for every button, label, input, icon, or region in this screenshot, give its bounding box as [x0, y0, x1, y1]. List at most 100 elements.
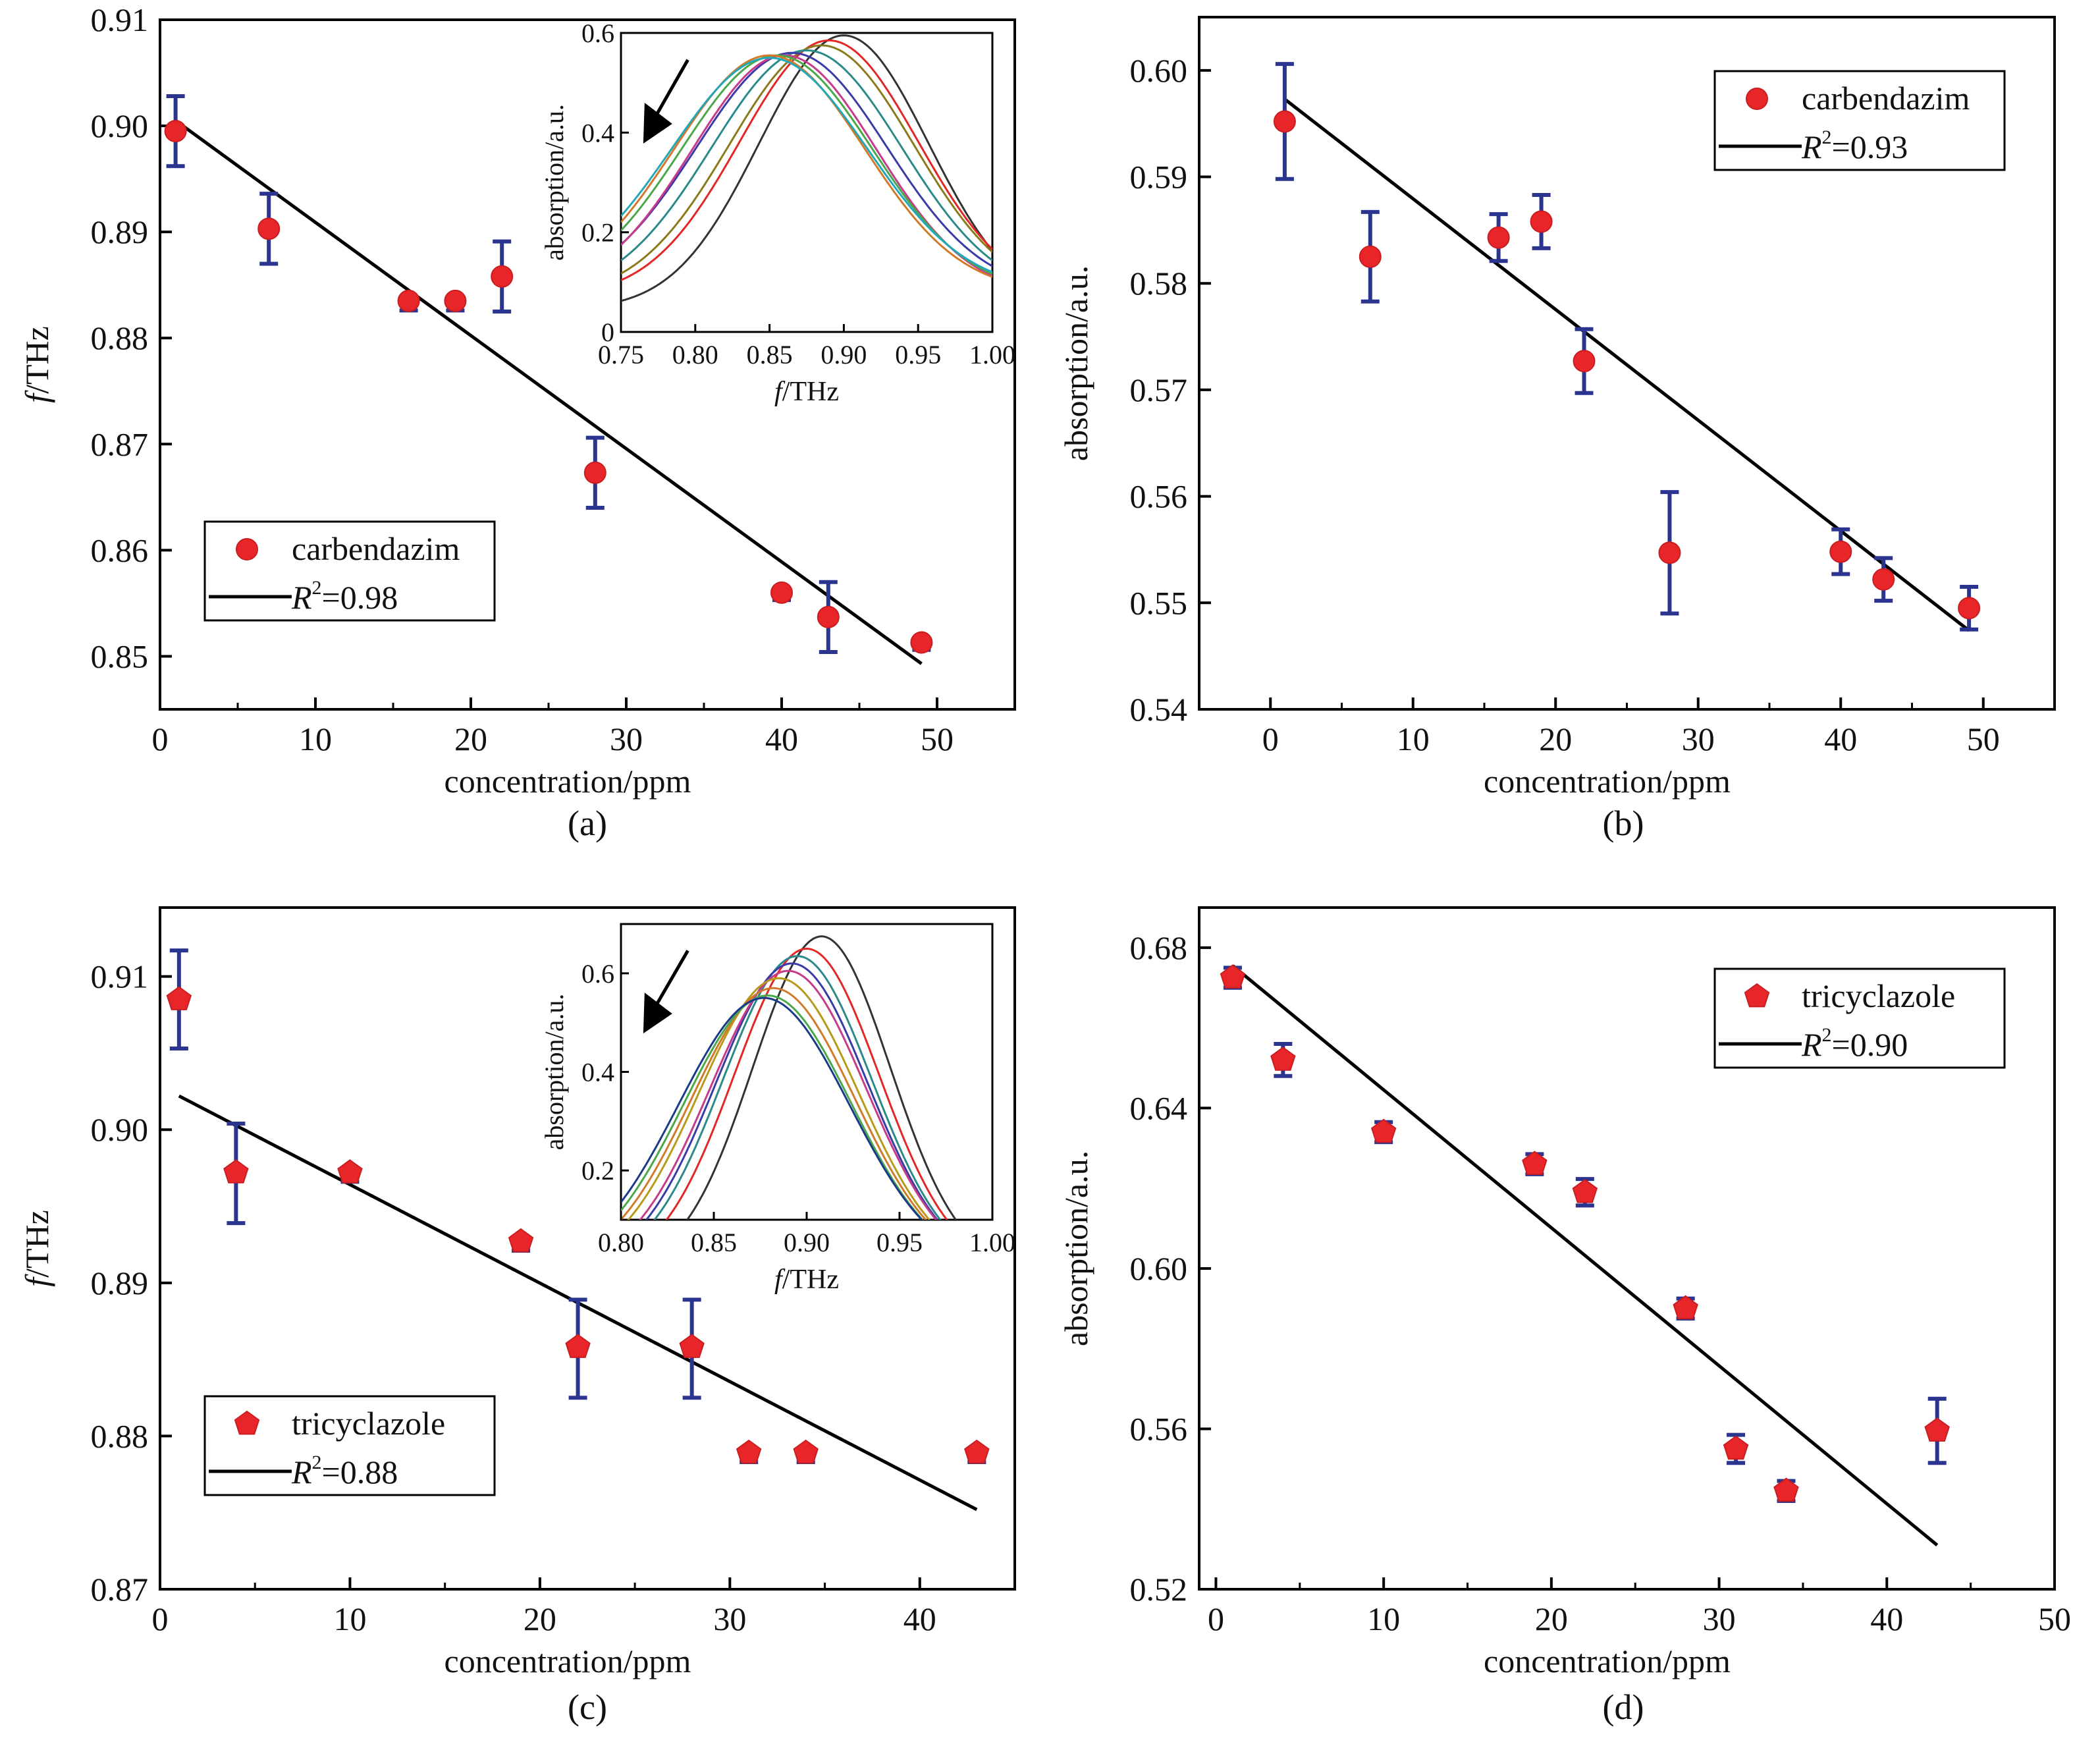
legend-box	[203, 520, 496, 622]
inset-frame	[620, 923, 994, 1221]
legend: carbendazim R2=0.93	[1713, 70, 2006, 171]
legend: tricyclazole R2=0.90	[1713, 967, 2006, 1069]
x-axis-label: concentration/ppm	[444, 763, 691, 800]
data-point	[1872, 568, 1895, 591]
data-point	[1522, 1151, 1548, 1175]
data-point	[1273, 110, 1296, 133]
inset-curves	[621, 34, 992, 302]
chart-panel-c: 0 10 20 30 40 0.87 0.88 0.89 0.90 0.91 concentrati…	[18, 906, 1016, 1727]
data-point	[1270, 1047, 1296, 1071]
inset-arrow-head	[643, 102, 672, 144]
legend-box	[203, 1395, 496, 1496]
x-tick-label: 20	[1535, 1600, 1568, 1637]
x-tick-label: 40	[1870, 1600, 1903, 1637]
data-point	[444, 289, 467, 312]
legend-label-series: tricyclazole	[292, 1405, 445, 1442]
y-tick-label: 0.87	[91, 425, 149, 462]
legend-label-series: carbendazim	[292, 530, 460, 567]
legend-box	[1713, 70, 2006, 171]
inset-y-tick-label: 0.4	[581, 118, 614, 148]
legend-label-fit: R2=0.90	[1801, 1024, 1908, 1063]
inset-x-tick-label: 1.00	[969, 340, 1015, 369]
inset-x-tick-label: 0.80	[598, 1228, 644, 1257]
data-point	[1573, 350, 1596, 373]
y-tick-label: 0.68	[1130, 929, 1188, 966]
panel-caption: (c)	[568, 1687, 607, 1727]
data-point	[1829, 540, 1852, 563]
y-tick-label: 0.59	[1130, 159, 1188, 196]
x-tick-label: 40	[903, 1600, 936, 1637]
panel-caption: (d)	[1603, 1687, 1644, 1727]
inset-x-tick-label: 0.85	[691, 1228, 737, 1257]
x-tick-label: 10	[333, 1600, 366, 1637]
data-point	[1723, 1435, 1749, 1460]
inset-curve-9	[621, 996, 923, 1220]
x-tick-label: 10	[299, 721, 332, 757]
inset-curve-5	[639, 969, 938, 1220]
data-point	[1530, 210, 1553, 233]
x-tick-label: 10	[1367, 1600, 1400, 1637]
inset-y-axis-label: absorption/a.u.	[539, 994, 569, 1151]
y-tick-label: 0.89	[91, 213, 149, 250]
x-tick-label: 20	[454, 721, 487, 757]
inset-curve-6	[627, 977, 931, 1220]
data-point	[1220, 964, 1246, 989]
data-point	[964, 1439, 990, 1464]
y-tick-label: 0.52	[1130, 1571, 1188, 1608]
fit-line	[1231, 964, 1939, 1546]
chart-panel-d: 0 10 20 30 40 50 0.52 0.56 0.60 0.64 0.68 concentra…	[1058, 906, 2071, 1727]
y-tick-label: 0.90	[91, 1111, 149, 1148]
y-tick-label: 0.54	[1130, 691, 1188, 728]
inset-y-tick-label: 0	[601, 317, 614, 347]
y-axis-label-rest: /THz	[18, 1210, 55, 1278]
inset-curve-9	[621, 57, 992, 273]
x-tick-label: 30	[1682, 721, 1715, 757]
inset-x-tick-label: 0.75	[598, 340, 644, 369]
x-axis-label: concentration/ppm	[1484, 763, 1731, 800]
inset-x-tick-label: 0.90	[821, 340, 867, 369]
inset-x-tick-label: 1.00	[969, 1228, 1015, 1257]
legend-label-fit: R2=0.93	[1801, 126, 1908, 165]
inset-curve-7	[621, 987, 927, 1220]
chart-panel-a: 0 10 20 30 40 50 0.85 0.86 0.87 0.88 0.89 0.90 0.91 c…	[18, 1, 1016, 843]
inset-curve-5	[621, 51, 992, 267]
legend-label-fit: R2=0.98	[291, 577, 398, 616]
inset-y-tick-label: 0.2	[581, 1156, 614, 1185]
data-point	[1487, 226, 1510, 249]
data-point	[1572, 1179, 1598, 1203]
inset-curve-4	[621, 49, 992, 261]
legend-marker	[234, 1410, 260, 1435]
y-tick-label: 0.90	[91, 107, 149, 144]
data-point	[166, 986, 192, 1010]
y-axis-label: absorption/a.u.	[1058, 265, 1094, 461]
inset-curve-2	[665, 947, 948, 1220]
plot-frame	[1198, 906, 2056, 1591]
inset-y-tick-label: 0.4	[581, 1058, 614, 1087]
y-tick-label: 0.88	[91, 1417, 149, 1454]
x-tick-label: 20	[1539, 721, 1572, 757]
y-tick-label: 0.86	[91, 531, 149, 568]
plot-frame	[159, 906, 1016, 1591]
legend: tricyclazole R2=0.88	[203, 1395, 496, 1496]
data-point	[793, 1439, 819, 1464]
inset-y-tick-label: 0.2	[581, 218, 614, 248]
y-tick-label: 0.57	[1130, 371, 1188, 408]
x-tick-label: 50	[2038, 1600, 2071, 1637]
panel-caption: (b)	[1603, 804, 1644, 843]
panel-caption: (a)	[568, 804, 607, 843]
legend-marker	[1746, 88, 1768, 110]
y-axis-label: absorption/a.u.	[1058, 1151, 1094, 1346]
y-axis-label-rest: /THz	[18, 326, 55, 394]
y-tick-label: 0.85	[91, 638, 149, 674]
fit-line	[175, 119, 923, 665]
x-axis-label: concentration/ppm	[1484, 1643, 1731, 1679]
data-point	[397, 289, 420, 312]
data-point	[817, 605, 840, 628]
data-point	[910, 631, 933, 654]
inset-x-tick-label: 0.95	[895, 340, 941, 369]
x-tick-label: 0	[152, 1600, 169, 1637]
inset-curves	[621, 935, 957, 1220]
y-axis-label: f/THz	[18, 326, 55, 403]
inset-y-tick-label: 0.6	[581, 959, 614, 989]
